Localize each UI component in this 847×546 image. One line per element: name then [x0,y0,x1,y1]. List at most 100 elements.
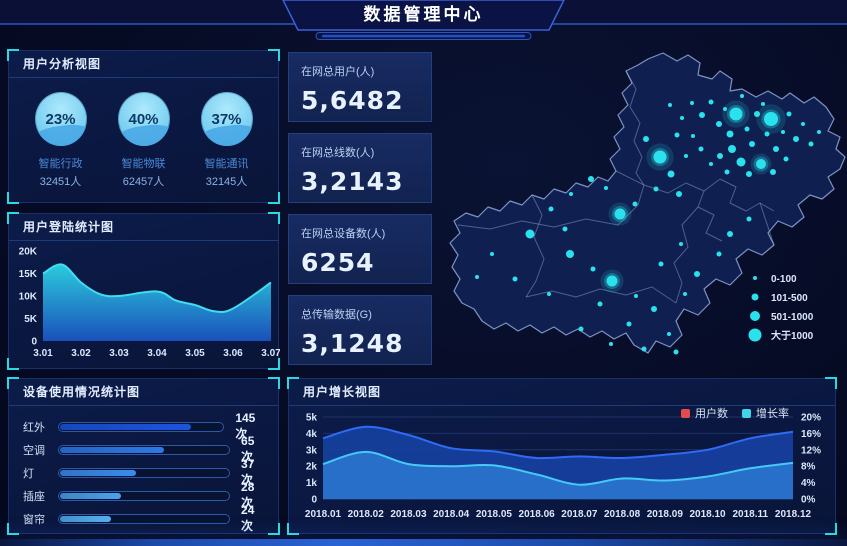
x-axis-tick: 2018.07 [561,509,598,520]
bar-fill [60,469,137,476]
gauge-percent: 23% [45,110,76,128]
map-bubble [727,231,733,237]
map-bubble [764,131,770,137]
map-bubble [781,130,785,134]
login-chart: 0 5K 10K 15K 20K 3.01 3.02 3.03 3.04 3.05 3.06 3.07 [19,247,282,360]
map-bubble [641,346,647,352]
header-decoration [0,0,847,40]
map-bubble [773,146,779,152]
map-bubble [684,154,688,158]
header: 数据管理中心 [0,0,847,46]
bar-fill [59,423,191,430]
legend-item[interactable]: 增长率 [742,405,789,421]
map-legend-dot [748,328,762,342]
panel-user-growth: 用户增长视图 用户数 增长率 0 1k 2k 3k 4k 5k 0% 4% 8% 12% 16% 20%… [287,377,837,535]
corner-bracket [7,192,19,204]
map-bubble [698,146,704,152]
gauge-count: 32145人 [205,176,248,188]
corner-bracket [268,212,280,224]
y-axis-tick: 20K [19,247,38,258]
right-axis-tick: 8% [801,462,816,473]
x-axis-tick: 2018.06 [519,509,556,520]
map-bubble [786,111,792,117]
bar-value: 37次 [241,457,255,487]
panel-title-user-analysis: 用户分析视图 [9,51,278,78]
map-bubble [578,326,584,332]
map-bubble [547,292,551,296]
y-axis-tick: 15K [19,269,38,280]
x-axis-tick: 2018.05 [476,509,513,520]
prefecture-borders [457,70,775,304]
map-bubble [690,101,694,105]
x-axis-tick: 3.06 [223,348,243,359]
corner-bracket [7,358,19,370]
gauge-percent: 37% [211,110,242,128]
y-axis-tick: 10K [19,292,38,303]
map-bubble [653,186,659,192]
kpi-value: 6254 [301,248,375,277]
map-bubble [525,229,535,239]
map-bubble [569,192,573,196]
map-bubble [548,206,554,212]
device-usage-bars: 红外 145次 空调 65次灯 37次 插座 28次 窗帘 24次 [9,406,278,533]
login-area-series [43,264,271,341]
map-bubble [667,332,671,336]
kpi-column: 在网总用户(人) 5,6482 在网总线数(人) 3,2143 在网总设备数(人) 625… [288,52,432,365]
kpi-label: 总传输数据(G) [301,309,372,321]
x-axis-tick: 2018.11 [732,509,768,520]
map-bubble [673,349,679,355]
kpi-card: 在网总用户(人) 5,6482 [288,52,432,122]
panel-login-stats: 用户登陆统计图 0 5K 10K 15K 20K 3.01 3.02 3.03 3.04 3.05… [7,212,282,370]
map-bubble [475,275,479,279]
map-bubble [699,112,705,118]
map-bubble [512,276,518,282]
kpi-label: 在网总用户(人) [301,66,375,78]
x-axis-tick: 3.04 [147,348,167,359]
corner-bracket [268,192,280,204]
x-axis-tick: 2018.12 [775,509,812,520]
bar-value: 65次 [241,434,255,464]
kpi-value: 3,1248 [301,329,404,358]
gauge-label: 智能物联 [121,158,166,170]
map-bubble [674,132,680,138]
x-axis-tick: 3.07 [261,348,280,359]
map-bubble [566,250,574,258]
kpi-value: 3,2143 [301,167,404,196]
map-bubble [761,102,765,106]
map-bubble [749,141,755,147]
kpi-label: 在网总线数(人) [301,147,375,159]
bottom-glow [0,539,847,546]
map-bubble [653,150,667,164]
map-bubble [606,275,618,287]
right-axis-tick: 16% [801,429,821,440]
liquid-circle: 23% [34,92,87,146]
map-bubble [668,103,672,107]
kpi-card: 在网总设备数(人) 6254 [288,214,432,284]
map-bubble [717,153,723,159]
map-bubble [783,156,789,162]
map-bubble [716,121,722,127]
map-bubble [744,126,750,132]
map-bubble [729,107,743,121]
legend-item[interactable]: 用户数 [681,405,728,421]
bar-track [58,513,231,524]
legend-swatch [742,408,751,418]
bar-row: 红外 145次 [23,411,266,441]
bar-track [58,490,231,501]
login-line [42,263,272,313]
map-legend-label: 0-100 [771,274,797,285]
map-bubble [632,201,638,207]
gauge-item: 23% 智能行政 32451人 [25,92,97,189]
x-axis-tick: 3.03 [109,348,129,359]
map-bubble [801,122,805,126]
users-line [322,425,794,460]
panel-title-user-growth: 用户增长视图 [289,379,835,406]
x-axis-tick: 2018.09 [647,509,684,520]
map-bubble [817,130,821,134]
bar-label: 空调 [23,444,45,457]
x-axis-tick: 3.01 [33,348,53,359]
map-bubble [728,145,736,153]
map-bubble [770,169,776,175]
corner-bracket [7,212,19,224]
bar-fill [60,492,122,499]
